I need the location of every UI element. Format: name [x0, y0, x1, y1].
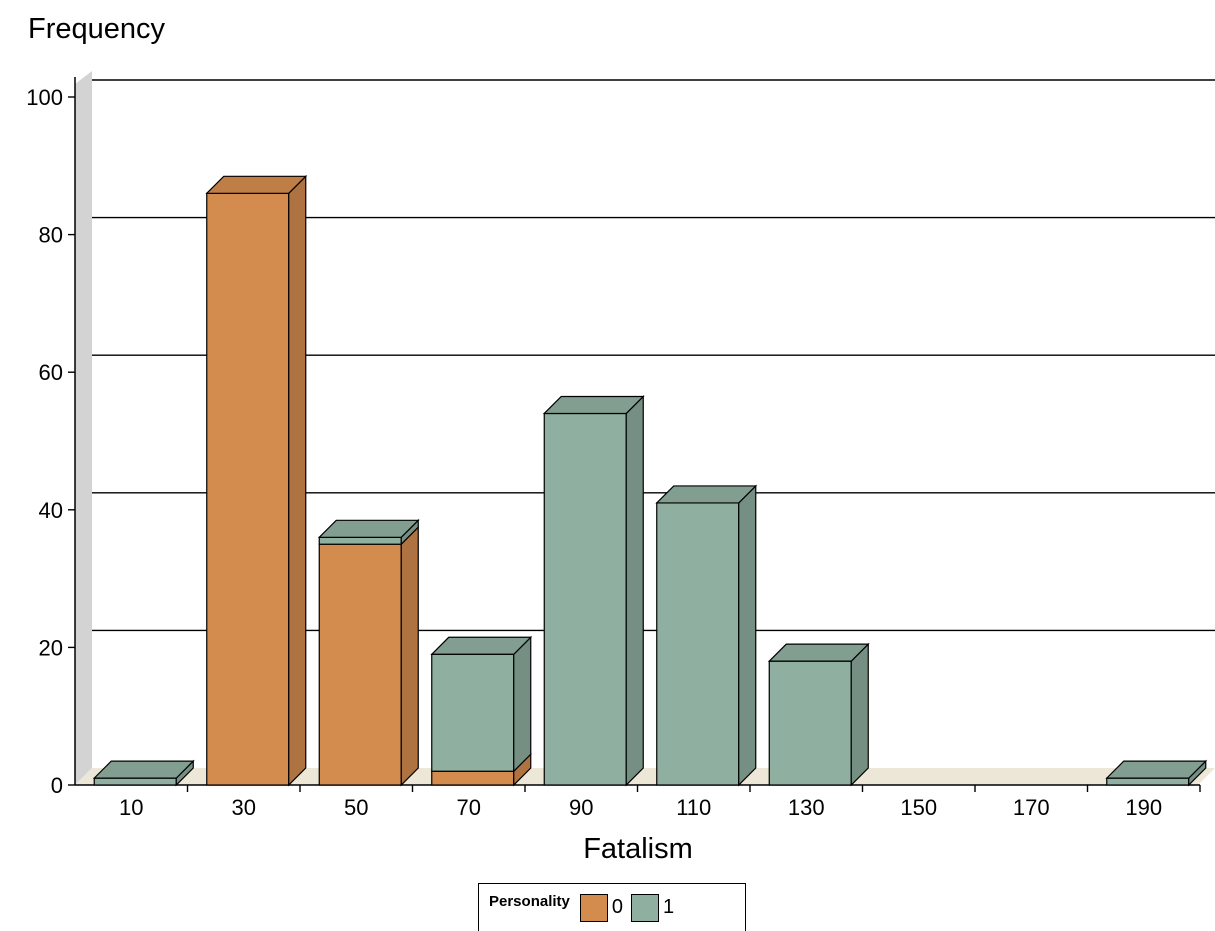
x-tick-label: 90	[569, 795, 593, 820]
x-tick-label: 110	[676, 795, 711, 820]
bar-190-series-1	[1106, 777, 1190, 786]
x-tick-label: 150	[900, 795, 937, 820]
legend-item-series-1: 1	[631, 893, 675, 922]
legend-swatch-series-0	[579, 893, 608, 922]
y-tick-label: 100	[26, 85, 63, 110]
plot-area: 0 20 40 60 80 100 10 30 50 70 90 110 130 150 170 190	[26, 71, 1215, 820]
bar-50-series-1	[318, 536, 402, 545]
x-axis-label: Fatalism	[583, 833, 693, 865]
legend-item-series-0: 0	[579, 893, 623, 922]
bar-90-series-1-side	[625, 395, 644, 787]
legend-label-series-0: 0	[611, 896, 623, 918]
bar-50-series-0-side	[400, 525, 419, 787]
bar-70-series-1-top	[430, 636, 533, 655]
bar-90-series-1-top	[542, 395, 645, 415]
y-tick-label: 20	[39, 635, 63, 660]
y-tick-label: 0	[51, 773, 63, 798]
bar-10-series-1	[93, 777, 177, 786]
bar-130-series-1-top	[767, 643, 870, 662]
bar-110-series-1	[656, 502, 740, 786]
x-tick-label: 170	[1013, 795, 1050, 820]
x-tick-label: 190	[1125, 795, 1162, 820]
bar-50-series-0	[318, 543, 402, 786]
side-wall	[75, 71, 92, 785]
bar-70-series-1	[431, 653, 515, 772]
legend-label-series-1: 1	[663, 896, 675, 918]
bar-90-series-1	[543, 412, 627, 786]
bar-130-series-1	[768, 660, 852, 786]
x-tick-label: 70	[457, 795, 481, 820]
bar-30-series-0	[206, 192, 290, 786]
x-tick-label: 10	[119, 795, 143, 820]
y-tick-label: 80	[39, 223, 63, 248]
bar-10-series-1-top	[92, 760, 195, 779]
x-tick-label: 50	[344, 795, 368, 820]
bar-110-series-1-top	[655, 485, 758, 504]
y-tick-label: 40	[39, 498, 63, 523]
legend-swatch-series-1	[631, 893, 659, 922]
y-axis-label: Frequency	[28, 13, 166, 45]
bar-190-series-1-top	[1105, 760, 1208, 779]
bar-50-series-1-top	[317, 519, 420, 538]
x-tick-label: 30	[232, 795, 256, 820]
legend-title: Personality	[489, 893, 570, 910]
bar-130-series-1-side	[850, 642, 869, 787]
bar-110-series-1-side	[738, 484, 757, 787]
legend: Personality 0 1	[478, 883, 746, 931]
bar-30-series-0-side	[288, 174, 307, 787]
y-tick-label: 60	[39, 360, 63, 385]
bar-30-series-0-top	[205, 175, 308, 194]
bar-70-series-0	[431, 770, 515, 786]
bar-70-series-1-side	[513, 635, 532, 773]
x-tick-label: 130	[788, 795, 825, 820]
